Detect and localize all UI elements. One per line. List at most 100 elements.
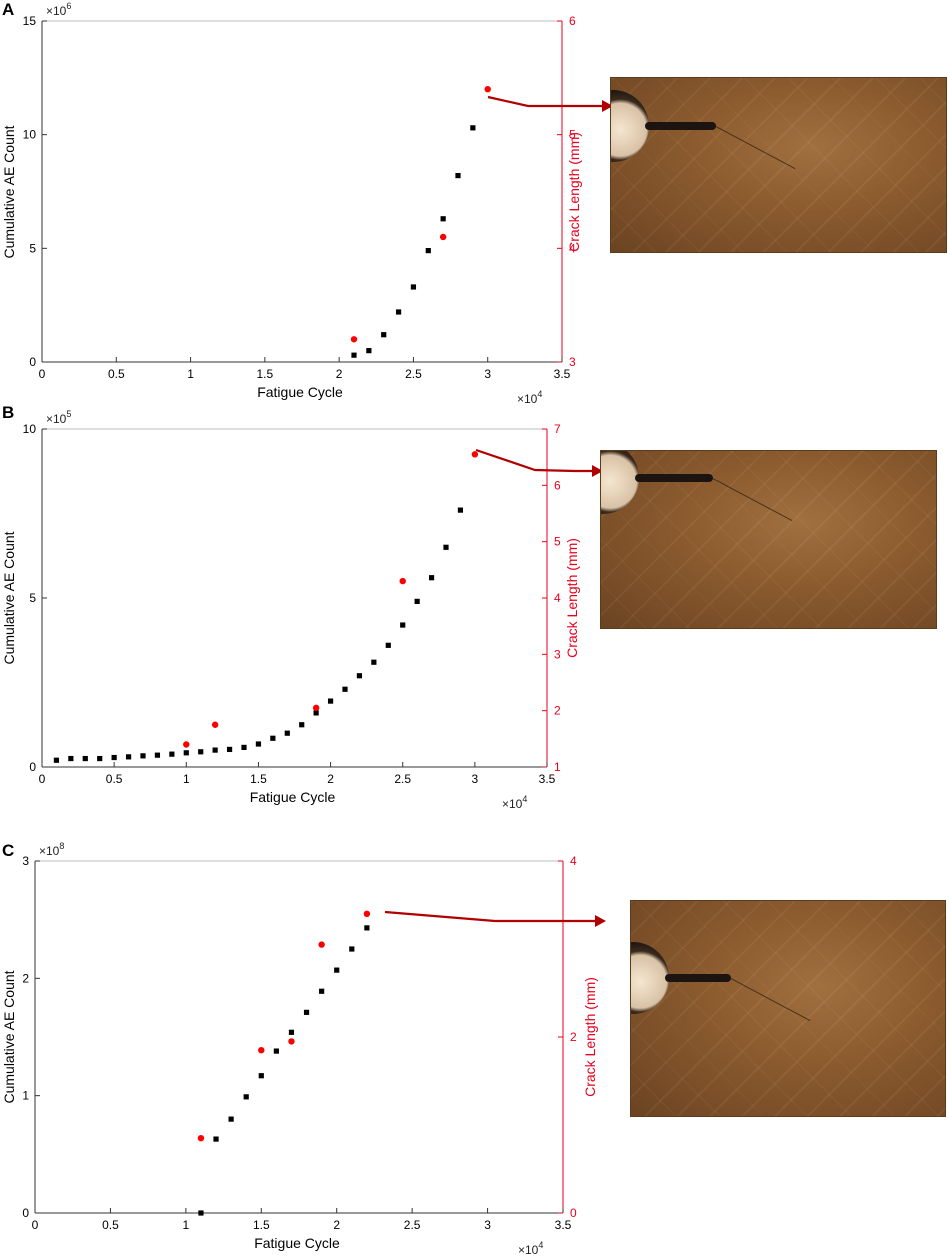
ae-count-point xyxy=(226,746,233,753)
y-multiplier-base: ×10 xyxy=(46,412,67,426)
fine-crack-line xyxy=(730,978,811,1022)
fine-crack-line xyxy=(712,478,793,522)
x-tick-label: 1 xyxy=(183,772,190,786)
x-tick-label: 2 xyxy=(333,1218,340,1232)
ae-count-point xyxy=(351,352,357,358)
left-y-tick-label: 0 xyxy=(22,1206,29,1220)
ae-count-point xyxy=(425,248,431,254)
ae-count-point xyxy=(288,1029,295,1035)
ae-count-point xyxy=(319,988,325,994)
x-tick-label: 0.5 xyxy=(102,1218,119,1232)
ae-count-point xyxy=(371,659,377,665)
ae-count-point xyxy=(125,754,132,760)
left-y-tick-label: 1 xyxy=(22,1089,29,1103)
ae-count-point xyxy=(111,754,117,761)
crack-micrograph-a xyxy=(610,77,947,253)
crack-micrograph-b xyxy=(600,450,937,629)
left-y-tick-label: 5 xyxy=(29,591,36,605)
right-y-tick-label: 6 xyxy=(554,478,561,492)
ae-count-point xyxy=(334,967,340,973)
ae-count-point xyxy=(395,309,402,315)
y-multiplier-exponent: 8 xyxy=(59,841,64,851)
x-multiplier-base: ×10 xyxy=(517,392,538,406)
x-tick-label: 1 xyxy=(183,1218,190,1232)
x-tick-label: 3.5 xyxy=(539,772,556,786)
panel-label: A xyxy=(2,0,14,19)
x-tick-label: 1.5 xyxy=(250,772,267,786)
x-tick-label: 3 xyxy=(484,367,491,381)
ae-count-point xyxy=(213,1136,219,1142)
x-tick-label: 1 xyxy=(187,367,194,381)
x-multiplier-exponent: 4 xyxy=(538,1240,543,1250)
crack-length-point xyxy=(318,941,325,948)
ae-count-point xyxy=(284,730,290,736)
drilled-hole xyxy=(631,942,669,1014)
ae-count-point xyxy=(255,741,262,747)
crack-length-point xyxy=(258,1047,265,1054)
crack-micrograph-c xyxy=(630,900,946,1117)
x-axis-title: Fatigue Cycle xyxy=(257,384,343,400)
right-y-tick-label: 3 xyxy=(569,355,576,369)
panel-label: C xyxy=(2,841,14,860)
crack-length-point xyxy=(288,1038,295,1045)
ae-count-point xyxy=(97,755,103,762)
x-tick-label: 2 xyxy=(336,367,343,381)
callout-arrowhead xyxy=(595,915,606,927)
ae-count-point xyxy=(53,757,60,763)
left-y-tick-label: 0 xyxy=(29,355,36,369)
right-y-tick-label: 5 xyxy=(554,535,561,549)
crack-length-point xyxy=(399,577,406,585)
ae-count-point xyxy=(443,544,449,550)
x-tick-label: 0 xyxy=(39,772,46,786)
ae-count-point xyxy=(228,1116,234,1122)
left-y-axis-title: Cumulative AE Count xyxy=(1,970,17,1103)
x-tick-label: 1.5 xyxy=(257,367,274,381)
ae-count-point xyxy=(212,747,218,753)
crack-length-point xyxy=(183,741,190,748)
ae-count-point xyxy=(349,946,355,952)
x-tick-label: 0 xyxy=(39,367,46,381)
crack-notch xyxy=(645,122,716,130)
left-y-tick-label: 5 xyxy=(29,241,36,255)
x-tick-label: 2 xyxy=(327,772,334,786)
ae-count-point xyxy=(364,925,370,931)
panel-label: B xyxy=(2,403,14,422)
left-y-axis-title: Cumulative AE Count xyxy=(1,531,17,664)
y-multiplier: ×105 xyxy=(46,409,71,426)
x-multiplier-exponent: 4 xyxy=(522,794,527,804)
right-y-tick-label: 6 xyxy=(569,14,576,28)
x-axis-title: Fatigue Cycle xyxy=(254,1235,340,1251)
right-y-tick-label: 3 xyxy=(554,647,561,661)
crack-length-point xyxy=(197,1135,205,1142)
left-y-tick-label: 15 xyxy=(23,14,37,28)
x-tick-label: 0.5 xyxy=(108,367,125,381)
ae-count-point xyxy=(410,284,417,290)
ae-count-point xyxy=(455,172,461,179)
ae-count-point xyxy=(198,749,204,755)
ae-count-point xyxy=(140,753,146,759)
x-tick-label: 2.5 xyxy=(405,367,422,381)
y-multiplier-exponent: 6 xyxy=(66,1,71,11)
callout-arrow-line xyxy=(487,95,605,108)
ae-count-point xyxy=(299,722,305,728)
ae-count-point xyxy=(470,125,476,131)
callout-arrow-line xyxy=(384,910,598,923)
ae-count-point xyxy=(342,686,348,692)
ae-count-point xyxy=(303,1009,310,1015)
ae-count-point xyxy=(273,1048,279,1054)
crack-length-point xyxy=(484,86,491,93)
x-tick-label: 3.5 xyxy=(555,1218,572,1232)
x-tick-label: 2.5 xyxy=(394,772,411,786)
right-y-tick-label: 0 xyxy=(570,1206,577,1220)
x-multiplier-base: ×10 xyxy=(518,1243,539,1257)
ae-count-point xyxy=(154,752,161,758)
x-tick-label: 1.5 xyxy=(253,1218,270,1232)
x-tick-label: 3 xyxy=(484,1218,491,1232)
x-tick-label: 0 xyxy=(32,1218,39,1232)
drilled-hole xyxy=(611,90,649,162)
x-axis-title: Fatigue Cycle xyxy=(250,789,336,805)
ae-count-point xyxy=(428,575,435,581)
right-y-tick-label: 7 xyxy=(554,422,561,436)
